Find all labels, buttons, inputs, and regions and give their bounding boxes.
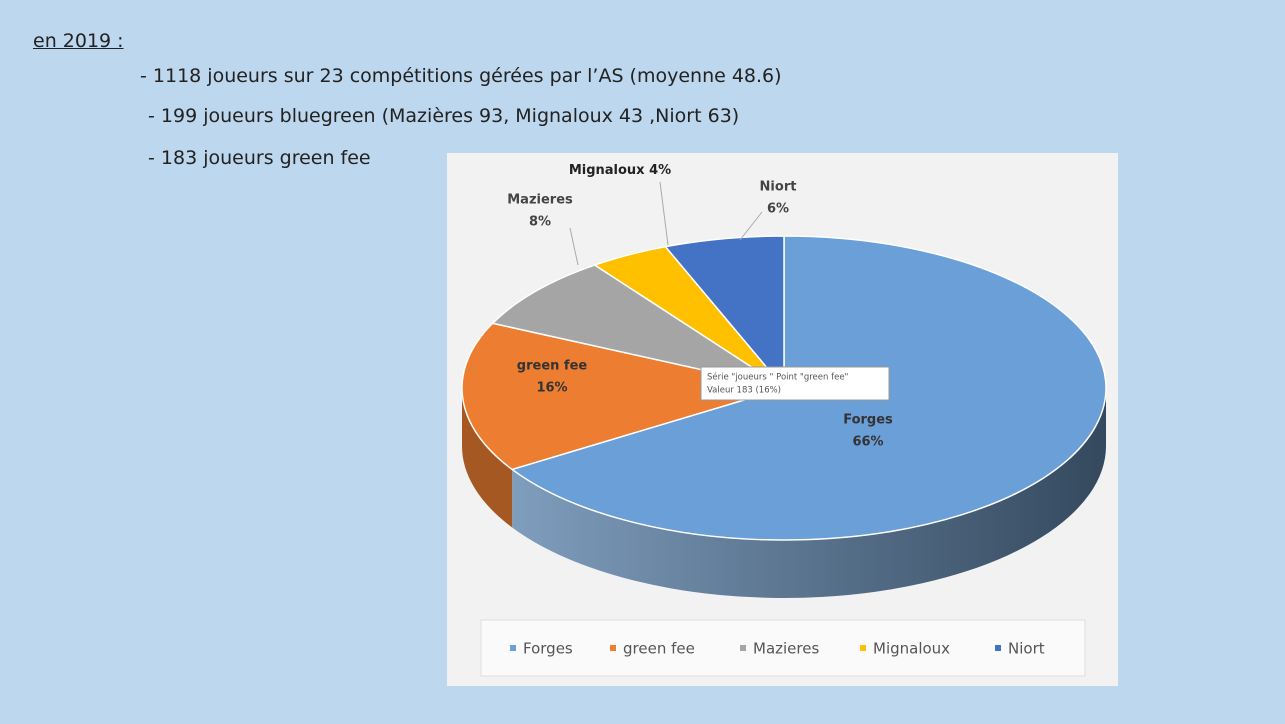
heading: en 2019 : xyxy=(33,30,124,52)
legend-marker xyxy=(610,645,616,651)
legend-label: Mazieres xyxy=(753,640,819,658)
tooltip-text: Série "joueurs " Point "green fee" xyxy=(707,372,849,383)
tooltip-box xyxy=(700,366,890,401)
legend-marker xyxy=(740,645,746,651)
legend-marker xyxy=(860,645,866,651)
data-label: Mignaloux 4% xyxy=(569,163,671,178)
value-label: 8% xyxy=(529,215,551,230)
category-label: Mazieres xyxy=(507,193,573,208)
slice xyxy=(664,235,785,391)
category-label: Niort xyxy=(760,180,797,195)
legend-label: Forges xyxy=(523,640,573,658)
legend-label: green fee xyxy=(623,640,695,658)
slice-side xyxy=(512,388,1106,599)
text-line: - 1118 joueurs sur 23 compétitions gérée… xyxy=(140,65,782,87)
text-line: - 199 joueurs bluegreen (Mazières 93, Mi… xyxy=(148,105,740,127)
leader-line xyxy=(659,181,669,246)
value-label: 6% xyxy=(767,202,789,217)
leader-line xyxy=(739,211,763,241)
tooltip-text: Valeur 183 (16%) xyxy=(707,386,781,396)
leader-line xyxy=(569,227,579,266)
text-line: - 183 joueurs green fee xyxy=(148,147,371,169)
slice xyxy=(461,322,787,471)
category-label: Forges xyxy=(843,413,893,428)
legend-marker xyxy=(995,645,1001,651)
legend-label: Mignaloux xyxy=(873,640,950,658)
slice-side xyxy=(462,388,513,528)
category-label: green fee xyxy=(517,359,588,374)
legend-box xyxy=(480,619,1086,677)
legend-label: Niort xyxy=(1008,640,1045,658)
value-label: 16% xyxy=(536,381,567,396)
slice xyxy=(491,264,785,389)
legend-marker xyxy=(510,645,516,651)
value-label: 66% xyxy=(852,435,883,450)
category-label: Mignaloux xyxy=(569,163,645,178)
value-label: 4% xyxy=(649,163,671,178)
